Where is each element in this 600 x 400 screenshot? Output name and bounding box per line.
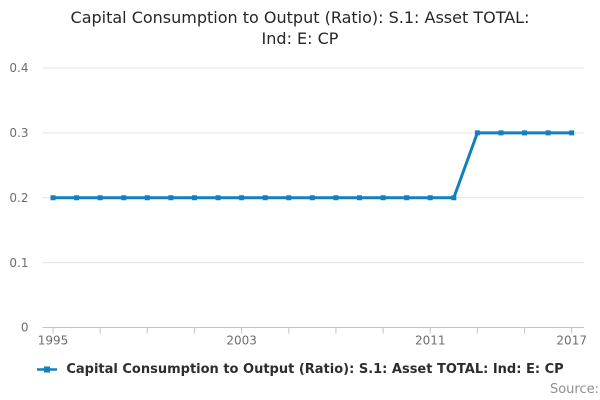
chart-title-line1: Capital Consumption to Output (Ratio): S… (70, 8, 530, 27)
series-markers (50, 130, 575, 201)
source-label: Source: (549, 382, 599, 397)
svg-text:2017: 2017 (556, 334, 587, 348)
legend-line-marker-icon (37, 366, 58, 373)
chart-title: Capital Consumption to Output (Ratio): S… (0, 7, 600, 49)
svg-text:0.3: 0.3 (9, 126, 28, 140)
svg-text:0.1: 0.1 (9, 256, 28, 270)
svg-text:0.2: 0.2 (9, 191, 28, 205)
legend-series-label: Capital Consumption to Output (Ratio): S… (66, 362, 564, 377)
svg-text:1995: 1995 (38, 334, 69, 348)
svg-text:2003: 2003 (226, 334, 257, 348)
chart-title-line2: Ind: E: CP (261, 29, 339, 48)
x-axis (42, 327, 584, 334)
chart-svg: 0 0.1 0.2 0.3 0.4 1995 2003 2011 2017 (9, 61, 587, 348)
y-gridlines (42, 67, 584, 264)
svg-text:0: 0 (21, 321, 29, 335)
y-tick-labels: 0 0.1 0.2 0.3 0.4 (9, 61, 28, 335)
series-line (53, 131, 572, 200)
x-tick-labels: 1995 2003 2011 2017 (38, 334, 587, 348)
svg-text:2011: 2011 (415, 334, 446, 348)
chart-legend: Capital Consumption to Output (Ratio): S… (0, 361, 600, 378)
svg-text:0.4: 0.4 (9, 61, 28, 75)
